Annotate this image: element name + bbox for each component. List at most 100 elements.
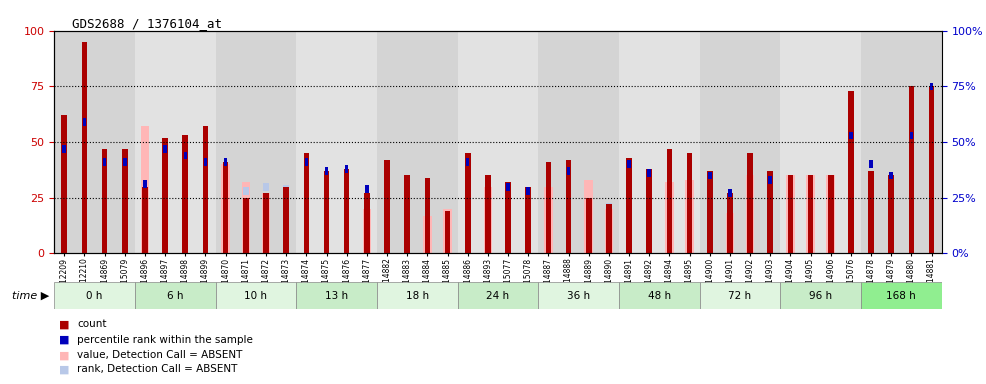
Bar [143, 180, 147, 188]
Text: 13 h: 13 h [325, 291, 348, 301]
Text: 48 h: 48 h [648, 291, 670, 301]
Bar [83, 118, 87, 126]
Text: 168 h: 168 h [886, 291, 916, 301]
Bar [54, 31, 135, 253]
Bar [686, 153, 692, 253]
Bar [685, 180, 694, 253]
Bar [861, 31, 942, 253]
Bar [244, 187, 248, 195]
Bar [263, 183, 269, 190]
Bar [870, 161, 873, 168]
Text: percentile rank within the sample: percentile rank within the sample [77, 335, 252, 345]
Bar [141, 126, 149, 253]
Bar [606, 204, 611, 253]
Text: time ▶: time ▶ [12, 291, 49, 301]
Bar [296, 282, 377, 309]
Bar [465, 214, 470, 222]
Text: GDS2688 / 1376104_at: GDS2688 / 1376104_at [72, 17, 222, 30]
Text: 0 h: 0 h [87, 291, 103, 301]
Bar [182, 136, 188, 253]
Bar [385, 160, 389, 253]
Bar [707, 171, 713, 253]
Bar [780, 31, 861, 253]
Bar [708, 172, 712, 179]
Bar [458, 31, 538, 253]
Bar [82, 42, 88, 253]
Bar [377, 282, 458, 309]
Text: 10 h: 10 h [245, 291, 267, 301]
Bar [506, 183, 510, 190]
Bar [344, 169, 349, 253]
Bar [808, 175, 813, 253]
Bar [619, 282, 700, 309]
Bar [304, 153, 310, 253]
Bar [323, 171, 329, 253]
Bar [385, 189, 389, 197]
Text: 18 h: 18 h [405, 291, 429, 301]
Bar [203, 126, 208, 253]
Bar [667, 149, 672, 253]
Bar [505, 187, 511, 195]
Bar [364, 193, 370, 253]
Bar [242, 182, 250, 253]
Bar [377, 31, 458, 253]
Bar [483, 187, 492, 253]
Bar [745, 175, 754, 253]
Bar [849, 131, 853, 139]
Bar [828, 175, 833, 253]
Bar [889, 172, 893, 179]
Bar [345, 165, 348, 173]
Bar [747, 153, 753, 253]
Bar [485, 175, 491, 253]
Bar [216, 31, 296, 253]
Bar [526, 189, 530, 197]
Bar [204, 158, 207, 166]
Bar [425, 178, 430, 253]
Text: 72 h: 72 h [729, 291, 751, 301]
Bar [727, 193, 733, 253]
Bar [122, 149, 127, 253]
Bar [404, 187, 410, 195]
Text: ■: ■ [59, 350, 70, 360]
Bar [142, 187, 148, 253]
Bar [102, 149, 107, 253]
Bar [648, 169, 651, 177]
Bar [861, 282, 942, 309]
Bar [586, 198, 592, 253]
Bar [544, 187, 552, 253]
Bar [135, 282, 216, 309]
Bar [869, 171, 874, 253]
Text: 36 h: 36 h [567, 291, 591, 301]
Bar [909, 131, 913, 139]
Bar [305, 158, 309, 166]
Bar [324, 167, 328, 175]
Bar [566, 160, 571, 253]
Bar [445, 211, 451, 253]
Bar [183, 152, 187, 159]
Bar [930, 83, 934, 90]
Bar [458, 282, 538, 309]
Bar [726, 214, 735, 253]
Text: count: count [77, 319, 106, 329]
Bar [567, 167, 570, 175]
Bar [423, 215, 432, 253]
Bar [700, 282, 780, 309]
Bar [768, 176, 772, 184]
Bar [606, 203, 611, 210]
Text: ■: ■ [59, 319, 70, 329]
Bar [585, 180, 593, 253]
Bar [222, 164, 230, 253]
Text: rank, Detection Call = ABSENT: rank, Detection Call = ABSENT [77, 364, 238, 374]
Bar [848, 91, 854, 253]
Bar [464, 153, 470, 253]
Bar [296, 31, 377, 253]
Bar [929, 86, 935, 253]
Bar [767, 171, 773, 253]
Bar [61, 115, 67, 253]
Bar [465, 158, 469, 166]
Text: 6 h: 6 h [167, 291, 183, 301]
Text: 24 h: 24 h [486, 291, 510, 301]
Bar [261, 193, 270, 253]
Bar [404, 175, 410, 253]
Bar [604, 209, 613, 253]
